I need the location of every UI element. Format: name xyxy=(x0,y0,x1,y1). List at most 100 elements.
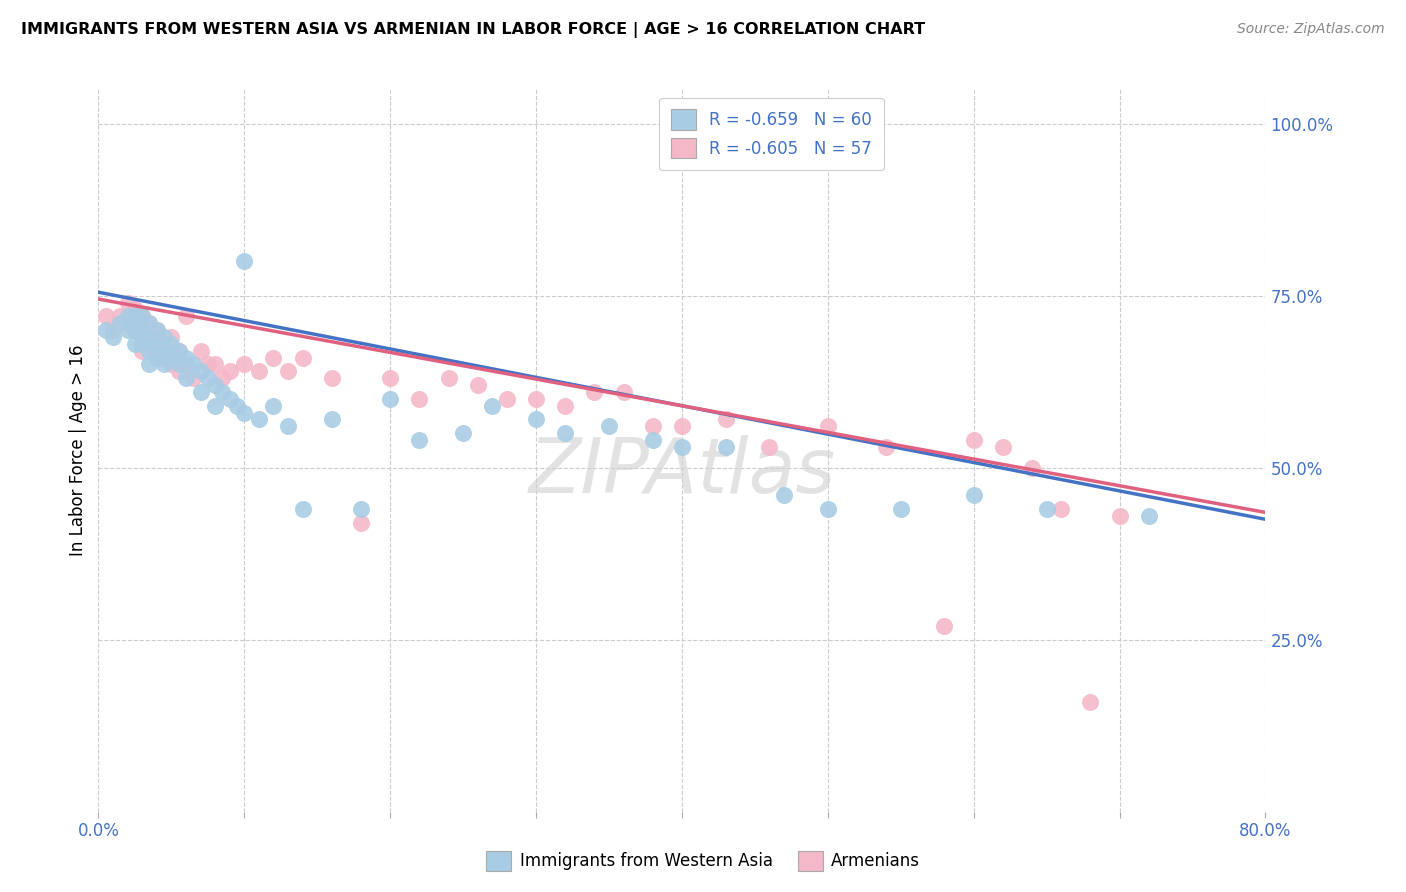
Point xyxy=(817,419,839,434)
Point xyxy=(714,412,737,426)
Point xyxy=(94,310,117,324)
Point xyxy=(218,364,240,378)
Point xyxy=(1021,460,1043,475)
Point xyxy=(160,336,183,351)
Point xyxy=(641,433,664,447)
Point xyxy=(174,310,197,324)
Point xyxy=(277,419,299,434)
Point xyxy=(146,343,169,358)
Point xyxy=(138,316,160,330)
Point xyxy=(218,392,240,406)
Point xyxy=(991,440,1014,454)
Point xyxy=(138,330,160,344)
Y-axis label: In Labor Force | Age > 16: In Labor Force | Age > 16 xyxy=(69,344,87,557)
Point xyxy=(758,440,780,454)
Point xyxy=(773,488,796,502)
Point xyxy=(262,351,284,365)
Point xyxy=(117,316,139,330)
Point xyxy=(138,358,160,372)
Point xyxy=(408,433,430,447)
Point xyxy=(612,384,634,399)
Point xyxy=(110,316,132,330)
Text: IMMIGRANTS FROM WESTERN ASIA VS ARMENIAN IN LABOR FORCE | AGE > 16 CORRELATION C: IMMIGRANTS FROM WESTERN ASIA VS ARMENIAN… xyxy=(21,22,925,38)
Point xyxy=(204,399,226,413)
Point xyxy=(321,412,343,426)
Point xyxy=(117,310,139,324)
Point xyxy=(190,384,212,399)
Point xyxy=(167,343,190,358)
Point xyxy=(1050,502,1073,516)
Point xyxy=(190,343,212,358)
Point xyxy=(247,412,270,426)
Point xyxy=(167,358,190,372)
Point xyxy=(110,310,132,324)
Point xyxy=(211,371,233,385)
Point xyxy=(233,358,256,372)
Point xyxy=(153,343,176,358)
Point xyxy=(117,323,139,337)
Point xyxy=(160,358,183,372)
Point xyxy=(583,384,606,399)
Point xyxy=(124,302,146,317)
Point xyxy=(934,619,956,633)
Text: ZIPAtlas: ZIPAtlas xyxy=(529,435,835,509)
Point xyxy=(146,323,169,337)
Point xyxy=(554,426,576,441)
Point xyxy=(146,323,169,337)
Point xyxy=(190,364,212,378)
Point xyxy=(671,440,693,454)
Point xyxy=(197,371,219,385)
Point xyxy=(962,488,984,502)
Point xyxy=(146,351,169,365)
Point xyxy=(124,323,146,337)
Point xyxy=(174,351,197,365)
Point xyxy=(167,364,190,378)
Point xyxy=(598,419,620,434)
Point xyxy=(181,371,204,385)
Point xyxy=(167,343,190,358)
Text: Source: ZipAtlas.com: Source: ZipAtlas.com xyxy=(1237,22,1385,37)
Point xyxy=(138,343,160,358)
Point xyxy=(671,419,693,434)
Point xyxy=(380,371,402,385)
Point xyxy=(160,351,183,365)
Point xyxy=(467,378,489,392)
Point xyxy=(233,406,256,420)
Point xyxy=(174,371,197,385)
Point xyxy=(131,336,153,351)
Point xyxy=(875,440,897,454)
Point xyxy=(131,310,153,324)
Point xyxy=(153,330,176,344)
Point xyxy=(350,516,373,530)
Point xyxy=(226,399,249,413)
Legend: Immigrants from Western Asia, Armenians: Immigrants from Western Asia, Armenians xyxy=(478,842,928,880)
Point xyxy=(204,358,226,372)
Point xyxy=(197,358,219,372)
Point xyxy=(277,364,299,378)
Point xyxy=(350,502,373,516)
Point xyxy=(124,336,146,351)
Point xyxy=(437,371,460,385)
Point xyxy=(714,440,737,454)
Point xyxy=(554,399,576,413)
Point xyxy=(380,392,402,406)
Point xyxy=(146,336,169,351)
Point xyxy=(131,330,153,344)
Point xyxy=(211,384,233,399)
Point xyxy=(1137,508,1160,523)
Point xyxy=(524,392,547,406)
Point xyxy=(131,343,153,358)
Point xyxy=(124,310,146,324)
Point xyxy=(101,330,124,344)
Point xyxy=(138,316,160,330)
Point xyxy=(204,378,226,392)
Point xyxy=(233,254,256,268)
Point xyxy=(262,399,284,413)
Point xyxy=(408,392,430,406)
Point xyxy=(101,323,124,337)
Point xyxy=(131,310,153,324)
Point xyxy=(321,371,343,385)
Point xyxy=(962,433,984,447)
Point xyxy=(153,351,176,365)
Point xyxy=(124,323,146,337)
